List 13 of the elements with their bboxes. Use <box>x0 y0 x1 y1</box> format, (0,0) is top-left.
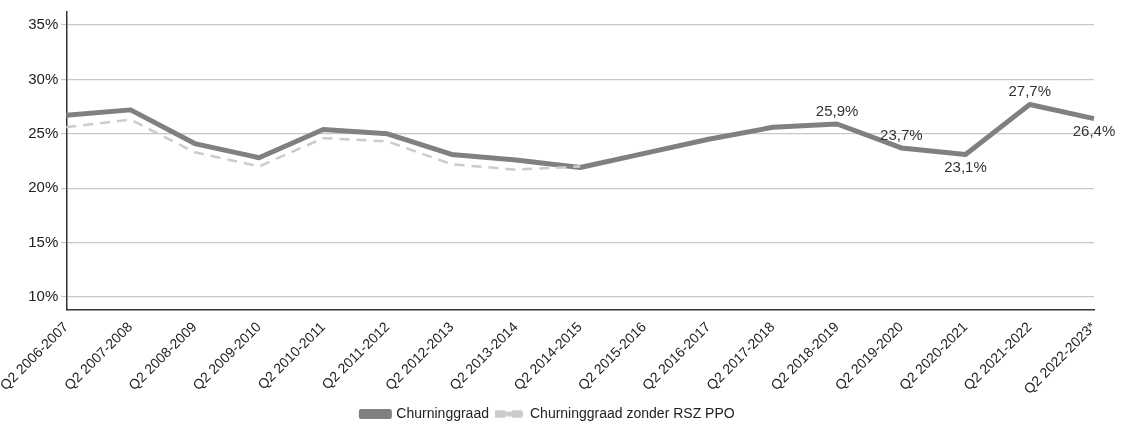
legend-label: Churninggraad <box>396 404 489 421</box>
data-label: 27,7% <box>1008 82 1052 100</box>
y-tick-label: 25% <box>28 123 59 141</box>
y-tick-label: 10% <box>28 287 59 305</box>
y-tick-label: 30% <box>28 69 59 87</box>
data-label: 23,7% <box>880 125 923 143</box>
legend-label: Churninggraad zonder RSZ PPO <box>529 404 735 421</box>
data-label: 25,9% <box>815 101 859 119</box>
data-label: 23,1% <box>944 158 987 176</box>
y-tick-label: 20% <box>28 178 59 196</box>
y-tick-label: 15% <box>28 232 59 250</box>
y-tick-label: 35% <box>28 15 59 33</box>
data-label: 26,4% <box>1072 122 1116 140</box>
